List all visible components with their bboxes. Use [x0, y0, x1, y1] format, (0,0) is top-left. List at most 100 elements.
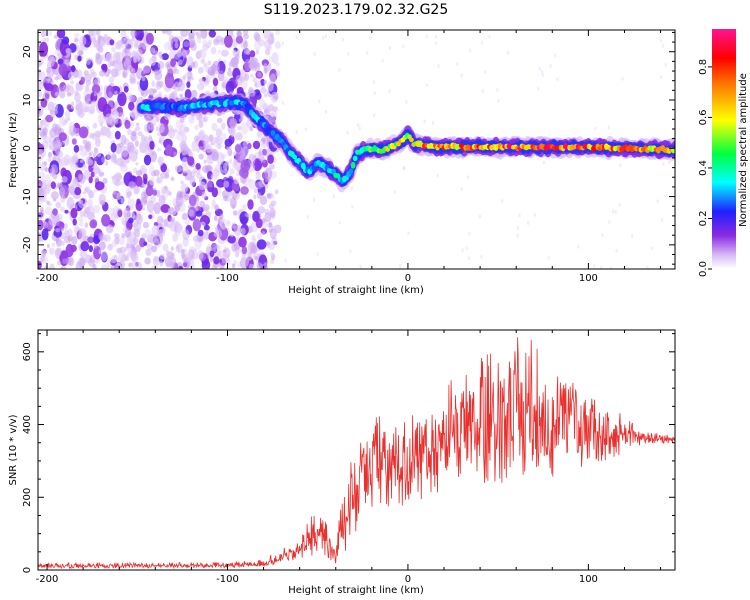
noise-speckle: [372, 80, 376, 85]
noise-speckle: [542, 160, 545, 165]
noise-speckle: [182, 196, 187, 203]
noise-speckle: [131, 145, 137, 154]
noise-speckle: [51, 242, 56, 247]
noise-speckle: [196, 113, 203, 121]
noise-speckle: [338, 220, 341, 225]
noise-speckle: [434, 34, 438, 39]
noise-speckle: [619, 163, 622, 168]
noise-speckle: [65, 257, 72, 265]
noise-speckle: [135, 49, 143, 61]
noise-speckle: [70, 101, 75, 107]
noise-speckle: [204, 164, 212, 172]
noise-speckle: [59, 186, 66, 197]
noise-speckle: [224, 34, 233, 48]
noise-speckle: [95, 52, 101, 60]
noise-speckle: [180, 30, 189, 38]
noise-speckle: [255, 171, 261, 180]
colorbar: 0.0 0.2 0.4 0.6 0.8 Normalized spectral ampl…: [698, 29, 749, 277]
noise-speckle: [197, 131, 205, 141]
noise-speckle: [338, 67, 341, 72]
noise-speckle: [78, 230, 86, 242]
noise-speckle: [668, 160, 671, 164]
noise-speckle: [183, 41, 190, 48]
snr-axes: -200 -100 0 100 0 200 400 600: [22, 330, 675, 585]
noise-speckle: [71, 105, 75, 110]
noise-speckle: [90, 69, 95, 76]
snr-x-tick-label: 0: [405, 574, 411, 585]
noise-speckle: [211, 151, 219, 162]
noise-speckle: [207, 60, 212, 66]
noise-speckle: [201, 191, 207, 199]
noise-speckle: [114, 66, 120, 72]
noise-speckle: [39, 58, 44, 65]
noise-speckle: [437, 64, 440, 69]
noise-speckle: [209, 250, 215, 258]
noise-speckle: [173, 68, 180, 75]
noise-speckle: [44, 167, 49, 173]
noise-speckle: [350, 186, 354, 191]
noise-speckle: [123, 207, 131, 219]
noise-speckle: [136, 170, 143, 176]
noise-speckle: [149, 164, 155, 175]
noise-speckle: [199, 30, 207, 38]
noise-speckle: [255, 181, 263, 190]
noise-speckle: [134, 43, 139, 49]
noise-speckle: [194, 124, 199, 131]
noise-speckle: [196, 36, 202, 44]
noise-speckle: [56, 86, 64, 93]
noise-speckle: [198, 146, 202, 151]
noise-speckle: [74, 32, 80, 38]
noise-speckle: [127, 198, 135, 209]
noise-speckle: [227, 235, 236, 244]
noise-speckle: [120, 197, 126, 205]
noise-speckle: [56, 182, 61, 189]
noise-speckle: [177, 59, 183, 66]
noise-speckle: [75, 99, 82, 110]
noise-speckle: [93, 245, 102, 260]
noise-speckle: [200, 58, 206, 64]
noise-speckle: [281, 101, 284, 105]
noise-speckle: [229, 158, 233, 164]
noise-speckle: [78, 126, 89, 139]
noise-speckle: [56, 260, 62, 266]
noise-speckle: [45, 174, 51, 181]
noise-speckle: [124, 227, 131, 238]
noise-speckle: [235, 250, 239, 258]
noise-speckle: [243, 47, 250, 55]
noise-speckle: [131, 67, 136, 75]
noise-speckle: [158, 156, 164, 163]
noise-speckle: [365, 51, 369, 55]
noise-speckle: [158, 228, 166, 237]
noise-speckle: [488, 34, 491, 39]
noise-speckle: [97, 45, 104, 53]
noise-speckle: [151, 80, 156, 87]
noise-speckle: [480, 40, 484, 45]
noise-speckle: [38, 260, 42, 269]
noise-speckle: [249, 50, 256, 58]
noise-speckle: [244, 73, 250, 81]
noise-speckle: [197, 66, 204, 74]
noise-speckle: [41, 228, 49, 241]
noise-speckle: [243, 41, 248, 49]
noise-speckle: [141, 76, 146, 82]
noise-speckle: [71, 65, 76, 73]
noise-speckle: [136, 81, 140, 86]
noise-speckle: [324, 34, 327, 39]
spectrogram-frame: [37, 29, 676, 270]
noise-speckle: [270, 193, 275, 200]
spectrogram-y-tick-label: -10: [22, 188, 33, 204]
snr-x-tick-label: -100: [216, 574, 239, 585]
noise-speckle: [461, 248, 464, 253]
noise-speckle: [144, 136, 149, 143]
noise-speckle: [111, 239, 117, 248]
noise-speckle: [146, 200, 155, 213]
noise-speckle: [84, 186, 91, 194]
noise-speckle: [501, 198, 504, 203]
noise-speckle: [70, 80, 75, 85]
noise-speckle: [173, 151, 177, 156]
noise-speckle: [133, 57, 137, 64]
noise-speckle: [117, 209, 123, 218]
noise-speckle: [86, 205, 95, 217]
noise-speckle: [131, 130, 137, 137]
noise-speckle: [516, 226, 520, 230]
